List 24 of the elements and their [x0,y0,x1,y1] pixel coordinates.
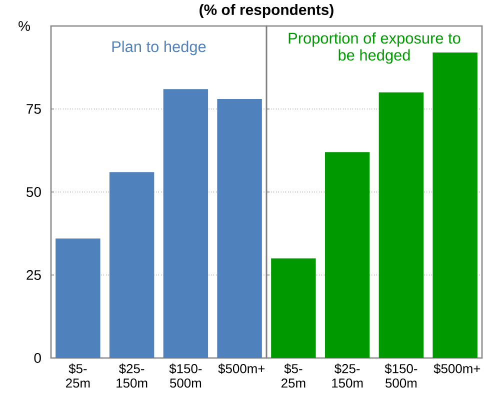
bar [109,172,154,358]
bar [163,89,208,358]
x-tick-label: $25-150m [116,364,148,388]
chart-title: (% of respondents) [200,4,334,18]
x-tick-label: $500m+ [434,364,480,374]
y-axis-title: % [18,21,30,31]
x-tick-label: $5-25m [66,364,90,388]
bar [56,238,100,358]
bar [217,99,262,358]
x-tick-label: $150-500m [384,364,418,388]
bar [271,258,316,358]
bar [432,52,478,358]
bar [324,152,370,358]
series-label: Proportion of exposure to be hedged [288,32,460,64]
text: Plan to hedge [112,40,206,56]
y-tick-label: 0 [34,353,41,363]
y-tick-label: 25 [26,270,41,280]
x-tick-label: $500m+ [218,364,265,374]
y-tick-label: 50 [26,187,41,197]
x-tick-label: $5-25m [282,364,306,388]
x-tick-label: $25-150m [332,364,363,388]
bar [378,92,424,358]
y-tick-label: 75 [26,104,41,114]
x-tick-label: $150-500m [169,364,202,388]
